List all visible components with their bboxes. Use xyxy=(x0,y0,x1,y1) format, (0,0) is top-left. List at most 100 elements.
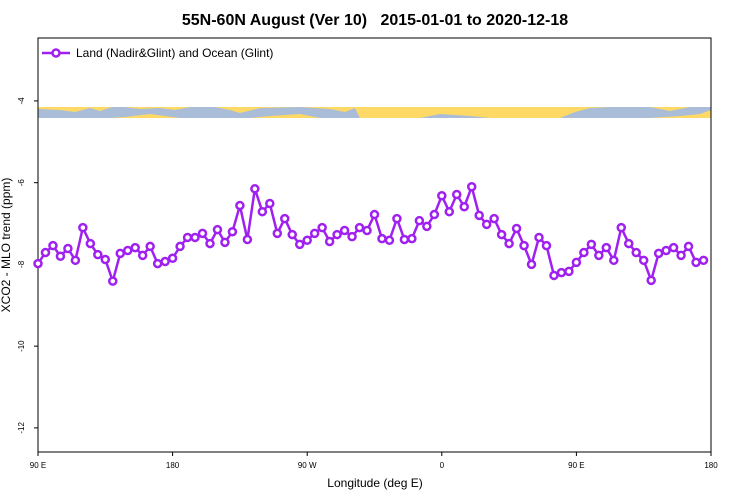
point xyxy=(594,250,604,261)
point xyxy=(646,275,656,286)
point xyxy=(466,182,477,192)
point xyxy=(332,229,342,240)
point xyxy=(122,245,133,256)
point xyxy=(272,228,283,239)
point xyxy=(40,247,51,258)
x-tick-label: 0 xyxy=(440,461,445,470)
point xyxy=(167,253,178,264)
point xyxy=(257,206,268,217)
map-ocean xyxy=(560,107,711,118)
x-tick-label: 180 xyxy=(166,461,180,470)
point xyxy=(324,236,335,247)
point xyxy=(609,255,619,266)
point xyxy=(661,245,671,256)
point xyxy=(422,221,432,232)
point xyxy=(586,239,597,250)
point xyxy=(182,232,193,243)
map-ocean xyxy=(38,107,360,118)
point xyxy=(511,223,522,234)
point xyxy=(250,184,260,194)
point xyxy=(175,241,185,252)
point xyxy=(414,215,425,226)
point xyxy=(339,225,350,236)
chart-title: 55N-60N August (Ver 10) 2015-01-01 to 20… xyxy=(182,12,568,29)
point xyxy=(459,202,469,212)
point xyxy=(212,224,223,235)
point xyxy=(220,237,230,248)
point xyxy=(100,254,111,265)
point xyxy=(287,229,297,240)
point xyxy=(235,200,245,211)
x-tick-label: 90 E xyxy=(568,461,584,470)
point xyxy=(691,257,701,268)
y-tick-label: -4 xyxy=(17,97,26,105)
y-axis-label: XCO2 - MLO trend (ppm) xyxy=(0,178,13,313)
point xyxy=(392,213,402,224)
point xyxy=(474,210,484,221)
point xyxy=(384,235,395,246)
point xyxy=(437,191,447,201)
point xyxy=(93,249,103,260)
point xyxy=(631,247,641,258)
legend-marker xyxy=(51,48,61,58)
map-ocean xyxy=(420,114,490,118)
point xyxy=(137,250,148,261)
point xyxy=(399,234,410,245)
point xyxy=(317,222,327,233)
point xyxy=(302,235,312,246)
point xyxy=(78,222,88,233)
point xyxy=(85,238,96,249)
y-tick-label: -8 xyxy=(17,260,26,268)
point xyxy=(362,225,372,236)
point xyxy=(616,222,627,233)
point xyxy=(33,258,43,269)
point xyxy=(63,243,73,254)
point xyxy=(115,248,126,259)
point xyxy=(496,229,507,240)
point xyxy=(549,270,559,281)
point xyxy=(489,213,499,224)
point xyxy=(541,240,552,251)
point xyxy=(205,238,215,249)
point xyxy=(309,228,320,239)
point xyxy=(638,255,649,266)
point xyxy=(294,239,305,250)
point xyxy=(519,240,529,251)
point xyxy=(601,242,612,253)
point xyxy=(698,255,709,266)
point xyxy=(452,189,462,200)
y-tick-label: -10 xyxy=(17,340,26,352)
point xyxy=(197,228,208,239)
point xyxy=(377,233,387,244)
point xyxy=(55,251,66,261)
point xyxy=(108,276,118,286)
series-line xyxy=(36,182,704,286)
point xyxy=(668,242,679,253)
plot-frame xyxy=(37,37,712,453)
point xyxy=(526,259,537,270)
point xyxy=(70,255,81,266)
point xyxy=(676,250,686,261)
map-land xyxy=(38,107,711,118)
point xyxy=(48,240,58,251)
y-tick-label: -6 xyxy=(17,179,26,187)
point xyxy=(534,232,544,243)
point xyxy=(429,209,440,220)
point xyxy=(653,248,664,259)
point xyxy=(579,247,589,258)
point xyxy=(265,198,275,209)
x-tick-label: 90 W xyxy=(298,461,317,470)
point xyxy=(280,213,290,224)
point xyxy=(556,267,567,278)
x-tick-label: 180 xyxy=(704,461,718,470)
point xyxy=(683,241,694,252)
point xyxy=(481,219,492,230)
point xyxy=(190,232,200,243)
y-tick-label: -12 xyxy=(17,422,26,434)
point xyxy=(571,257,582,268)
point xyxy=(623,238,634,249)
point xyxy=(407,233,417,244)
point xyxy=(564,266,574,277)
